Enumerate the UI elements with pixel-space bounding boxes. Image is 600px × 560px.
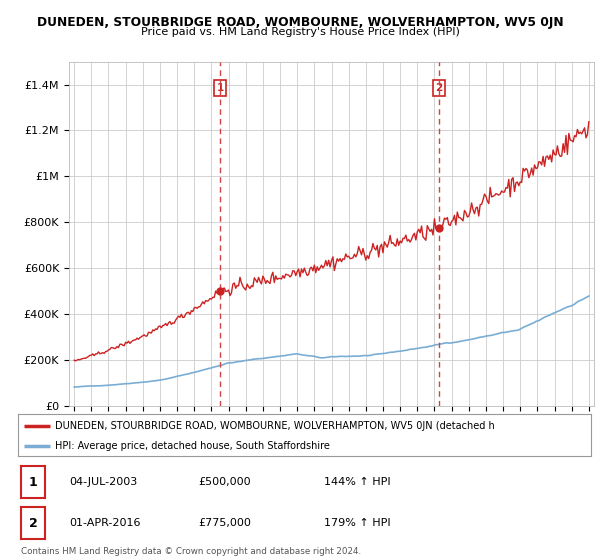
Text: Price paid vs. HM Land Registry's House Price Index (HPI): Price paid vs. HM Land Registry's House … bbox=[140, 27, 460, 37]
Text: 179% ↑ HPI: 179% ↑ HPI bbox=[324, 519, 391, 528]
Text: 01-APR-2016: 01-APR-2016 bbox=[69, 519, 140, 528]
Text: 1: 1 bbox=[29, 476, 37, 489]
Text: Contains HM Land Registry data © Crown copyright and database right 2024.: Contains HM Land Registry data © Crown c… bbox=[21, 547, 361, 556]
Text: 144% ↑ HPI: 144% ↑ HPI bbox=[324, 478, 391, 487]
Text: HPI: Average price, detached house, South Staffordshire: HPI: Average price, detached house, Sout… bbox=[55, 441, 330, 451]
Text: 2: 2 bbox=[29, 517, 37, 530]
Text: £500,000: £500,000 bbox=[198, 478, 251, 487]
Text: £775,000: £775,000 bbox=[198, 519, 251, 528]
Text: 04-JUL-2003: 04-JUL-2003 bbox=[69, 478, 137, 487]
Text: 2: 2 bbox=[435, 83, 442, 93]
Text: DUNEDEN, STOURBRIDGE ROAD, WOMBOURNE, WOLVERHAMPTON, WV5 0JN: DUNEDEN, STOURBRIDGE ROAD, WOMBOURNE, WO… bbox=[37, 16, 563, 29]
Text: DUNEDEN, STOURBRIDGE ROAD, WOMBOURNE, WOLVERHAMPTON, WV5 0JN (detached h: DUNEDEN, STOURBRIDGE ROAD, WOMBOURNE, WO… bbox=[55, 421, 495, 431]
Text: 1: 1 bbox=[217, 83, 224, 93]
